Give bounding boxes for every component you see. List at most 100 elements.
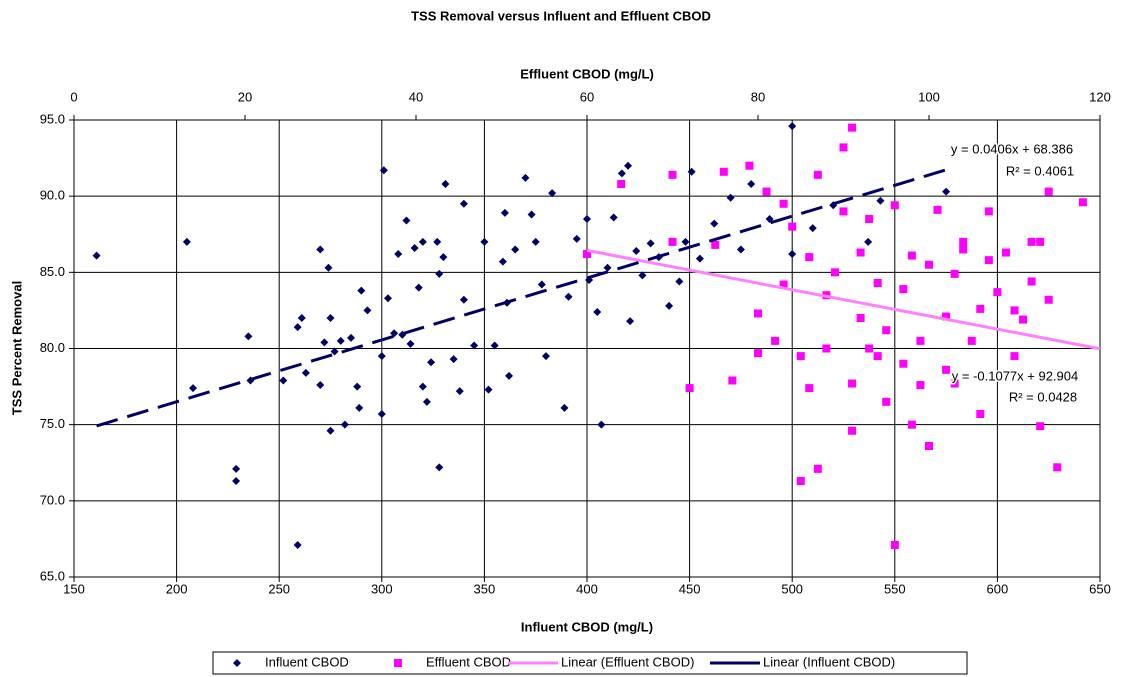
data-point — [624, 161, 633, 170]
data-point — [480, 237, 489, 246]
data-point — [882, 326, 891, 335]
x2-tick-label: 60 — [580, 89, 594, 104]
data-point — [1001, 248, 1010, 257]
data-point — [745, 161, 754, 170]
x-tick-label: 400 — [576, 581, 598, 596]
data-point — [813, 170, 822, 179]
x2-tick-label: 40 — [409, 89, 423, 104]
x-tick-label: 450 — [679, 581, 701, 596]
data-point — [617, 179, 626, 188]
data-point — [418, 382, 427, 391]
x-axis-title: Influent CBOD (mg/L) — [521, 619, 653, 634]
data-point — [907, 251, 916, 260]
data-point — [984, 207, 993, 216]
data-point — [865, 215, 874, 224]
data-point — [583, 215, 591, 224]
data-point — [899, 285, 908, 294]
data-point — [771, 336, 780, 345]
data-point — [324, 263, 333, 272]
data-point — [455, 387, 464, 396]
x2-tick-label: 80 — [751, 89, 765, 104]
y-tick-label: 85.0 — [40, 264, 65, 279]
data-point — [873, 352, 882, 361]
data-point — [541, 352, 550, 361]
data-point — [326, 426, 335, 435]
data-point — [560, 403, 569, 412]
data-point — [484, 385, 493, 394]
data-point — [1036, 422, 1045, 431]
x-tick-label: 200 — [166, 581, 188, 596]
data-point — [876, 196, 885, 205]
data-point — [681, 237, 690, 246]
x-tick-label: 350 — [474, 581, 496, 596]
legend-swatch — [394, 659, 402, 667]
data-point — [754, 309, 762, 318]
data-point — [865, 344, 874, 353]
data-point — [355, 403, 364, 412]
data-point — [377, 352, 386, 361]
data-point — [993, 288, 1002, 297]
data-point — [1044, 187, 1053, 196]
data-point — [899, 359, 908, 368]
trendline — [586, 248, 1101, 351]
data-point — [864, 237, 873, 246]
data-point — [1010, 352, 1019, 361]
data-point — [747, 179, 756, 188]
data-point — [959, 237, 968, 246]
data-point — [632, 247, 641, 256]
x2-axis-title: Effluent CBOD (mg/L) — [520, 66, 654, 81]
data-point — [435, 269, 444, 278]
y-axis-title: TSS Percent Removal — [9, 281, 24, 415]
data-point — [293, 323, 302, 332]
data-point — [719, 167, 728, 176]
data-point — [736, 245, 745, 254]
x-tick-label: 150 — [63, 581, 85, 596]
data-point — [353, 382, 362, 391]
data-point — [848, 123, 857, 132]
trendline — [96, 168, 947, 428]
data-point — [347, 333, 356, 342]
data-point — [822, 344, 831, 353]
data-point — [788, 250, 797, 259]
data-point — [410, 243, 419, 252]
x2-tick-label: 100 — [918, 89, 940, 104]
x2-tick-label: 0 — [70, 89, 77, 104]
y-tick-label: 95.0 — [40, 111, 65, 126]
data-point — [779, 280, 788, 289]
data-point — [427, 358, 436, 367]
data-point — [728, 376, 737, 385]
data-point — [1010, 306, 1019, 315]
data-point — [848, 379, 857, 388]
data-point — [762, 187, 771, 196]
data-point — [916, 336, 925, 345]
y-tick-label: 80.0 — [40, 340, 65, 355]
x-tick-label: 300 — [371, 581, 393, 596]
data-point — [890, 201, 899, 210]
data-point — [984, 256, 993, 265]
data-point — [626, 317, 635, 326]
data-point — [638, 271, 647, 280]
x-tick-label: 650 — [1089, 581, 1111, 596]
data-point — [873, 278, 882, 287]
data-point — [711, 240, 720, 249]
data-point — [441, 179, 450, 188]
data-point — [685, 384, 694, 393]
data-point — [796, 352, 805, 361]
data-point — [695, 254, 704, 263]
trendline-equation: y = -0.1077x + 92.904 — [952, 368, 1078, 383]
data-point — [668, 170, 677, 179]
data-point — [668, 237, 677, 246]
data-point — [1044, 295, 1053, 304]
data-point — [805, 384, 814, 393]
data-point — [710, 219, 719, 228]
data-point — [377, 410, 386, 419]
data-point — [406, 339, 415, 348]
data-point — [490, 341, 499, 350]
data-point — [754, 349, 762, 358]
data-point — [521, 173, 530, 182]
data-point — [279, 376, 288, 385]
data-point — [394, 250, 403, 259]
data-point — [933, 205, 942, 214]
trendline-r2: R² = 0.4061 — [1006, 163, 1074, 178]
